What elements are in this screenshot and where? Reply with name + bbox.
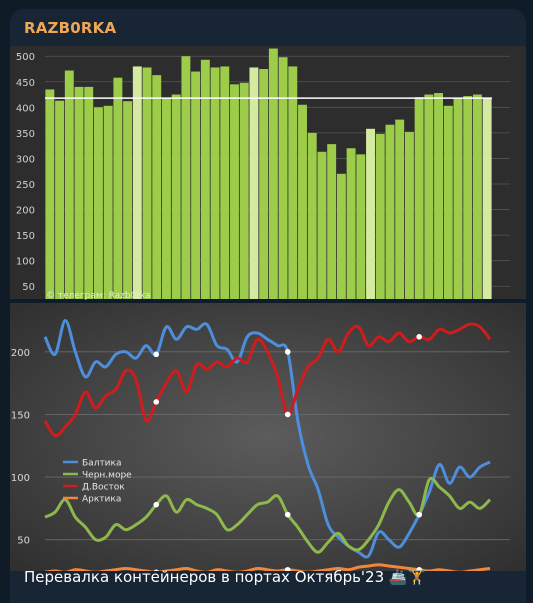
message-card: RAZB0RKA 50 100 150 200 250 300 350 400 450 500 © … [10, 9, 526, 603]
legend-label: Черн.море [82, 471, 132, 481]
bar-ytick-label: 100 [16, 257, 35, 268]
bar [64, 70, 74, 300]
highlight-point [153, 399, 160, 405]
line-ytick-label: 100 [11, 473, 30, 484]
bar [278, 57, 288, 299]
bar [414, 97, 424, 299]
sender-name[interactable]: RAZB0RKA [24, 19, 117, 37]
highlight-point [284, 566, 291, 571]
bar [356, 154, 366, 299]
bar [453, 98, 463, 299]
bar [385, 124, 395, 299]
bar [191, 71, 201, 299]
bar [239, 82, 249, 299]
bar-ytick-label: 150 [16, 231, 35, 242]
bar [171, 94, 181, 299]
chart-divider [10, 299, 526, 303]
legend-label: Балтика [82, 459, 122, 469]
bar [336, 173, 346, 299]
bar [230, 84, 239, 299]
bar [200, 59, 210, 299]
line-ytick-label: 50 [17, 536, 30, 547]
bar [74, 86, 84, 299]
bar [210, 67, 220, 299]
bar [346, 148, 356, 299]
legend-label: Арктика [82, 495, 121, 505]
bar-ytick-label: 500 [16, 52, 35, 63]
bar [424, 94, 434, 299]
bar [93, 107, 103, 299]
bar [298, 104, 307, 300]
highlight-point [416, 334, 423, 340]
bar [482, 98, 492, 299]
charts-svg: 50 100 150 200 250 300 350 400 450 500 © телеграм:… [10, 46, 526, 571]
highlight-point [153, 569, 159, 571]
bar [366, 128, 375, 299]
bar [249, 67, 259, 299]
line-chart-background [10, 302, 526, 571]
highlight-point [416, 566, 423, 571]
bar [327, 144, 337, 299]
bar [123, 101, 133, 299]
highlight-point [153, 501, 160, 508]
line-ytick-label: 150 [11, 410, 30, 421]
bar [472, 94, 482, 299]
series-line-1 [43, 318, 491, 559]
legend-label: Д.Восток [82, 483, 125, 493]
bar [395, 119, 405, 299]
caption-text: Перевалка контейнеров в портах Октябрь'2… [24, 568, 385, 586]
series-line-4 [44, 563, 491, 571]
watermark: © телеграм: Razb0rka [46, 291, 151, 301]
bar-ytick-label: 50 [22, 282, 35, 293]
bar [317, 151, 327, 299]
bar [55, 100, 65, 299]
bar [84, 86, 94, 299]
chart-image[interactable]: 50 100 150 200 250 300 350 400 450 500 © телеграм:… [10, 46, 526, 571]
bar-ytick-label: 450 [16, 78, 35, 89]
bar [142, 67, 152, 299]
bar [132, 66, 142, 299]
message-caption: Перевалка контейнеров в портах Октябрь'2… [24, 568, 516, 586]
bar-ytick-label: 350 [16, 129, 35, 140]
bar [113, 77, 123, 299]
bar [288, 66, 298, 299]
bar [443, 105, 453, 299]
series-line-3 [43, 322, 492, 438]
bar [152, 75, 162, 299]
highlight-point [284, 349, 291, 355]
bar [103, 105, 113, 299]
bar [162, 98, 171, 299]
highlight-point [416, 511, 423, 518]
bar-ytick-label: 200 [16, 206, 35, 217]
bar [375, 133, 385, 299]
bar [463, 96, 473, 299]
bar-ytick-label: 400 [16, 103, 35, 114]
caption-emoji: 🚢🏋️ [388, 568, 427, 586]
highlight-point [284, 511, 291, 518]
bar-ytick-label: 250 [16, 180, 35, 191]
bar [268, 48, 278, 299]
bar [259, 69, 269, 299]
highlight-point [284, 411, 291, 418]
bar-ytick-label: 300 [16, 154, 35, 165]
line-ytick-label: 200 [11, 348, 30, 359]
series-line-2 [44, 476, 492, 554]
bar [45, 89, 55, 299]
highlight-point [153, 351, 160, 358]
bar [220, 66, 230, 299]
bar [181, 56, 191, 299]
bar [307, 132, 317, 299]
bar [434, 93, 444, 299]
bar [404, 131, 414, 299]
